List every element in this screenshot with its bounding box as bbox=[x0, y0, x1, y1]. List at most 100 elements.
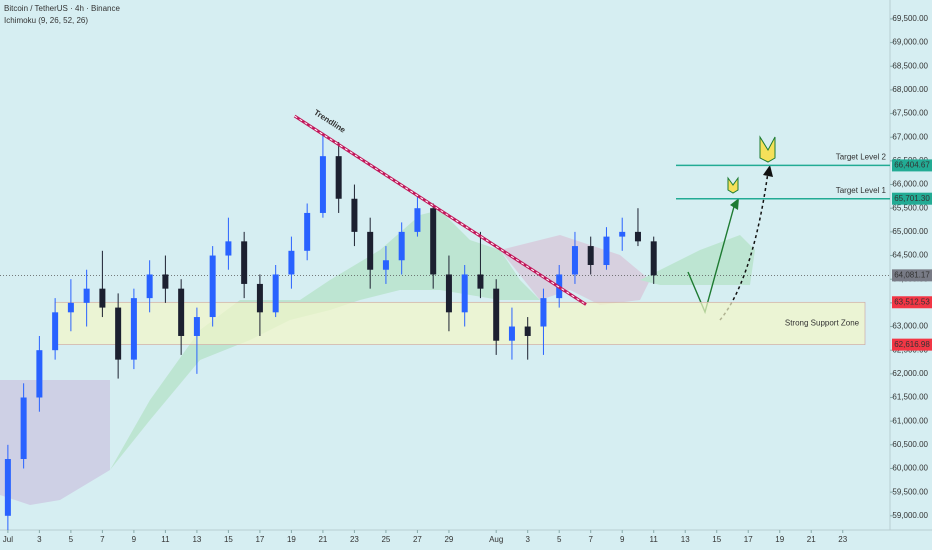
x-tick-label: 7 bbox=[100, 535, 105, 544]
y-tick-label: 68,000.00 bbox=[892, 85, 928, 94]
x-tick-label: 25 bbox=[381, 535, 390, 544]
candle-body bbox=[319, 156, 326, 213]
candle-body bbox=[382, 260, 389, 270]
price-tag bbox=[892, 296, 932, 309]
candle-body bbox=[587, 246, 594, 265]
y-tick-label: 60,000.00 bbox=[892, 464, 928, 473]
candle-body bbox=[508, 326, 515, 341]
candle-body bbox=[351, 198, 358, 232]
x-tick-label: 17 bbox=[255, 535, 264, 544]
y-tick-label: 67,000.00 bbox=[892, 132, 928, 141]
x-tick-label: 5 bbox=[69, 535, 74, 544]
candle-body bbox=[162, 274, 169, 289]
x-tick-label: 5 bbox=[557, 535, 562, 544]
candle-body bbox=[335, 156, 342, 199]
y-tick-label: 64,500.00 bbox=[892, 251, 928, 260]
x-tick-label: 9 bbox=[132, 535, 137, 544]
price-tag-label: 65,701.30 bbox=[894, 194, 930, 203]
x-tick-label: 13 bbox=[681, 535, 690, 544]
y-tick-label: 65,500.00 bbox=[892, 203, 928, 212]
candle-body bbox=[67, 302, 74, 313]
chart-title: Bitcoin / TetherUS · 4h · Binance bbox=[4, 4, 120, 13]
target-label: Target Level 1 bbox=[836, 186, 887, 195]
candle-body bbox=[619, 231, 626, 237]
y-tick-label: 69,500.00 bbox=[892, 14, 928, 23]
x-tick-label: 17 bbox=[744, 535, 753, 544]
x-tick-label: 21 bbox=[318, 535, 327, 544]
candle-body bbox=[36, 350, 43, 398]
y-tick-label: 61,500.00 bbox=[892, 393, 928, 402]
y-tick-label: 59,000.00 bbox=[892, 511, 928, 520]
candle-body bbox=[540, 298, 547, 327]
candle-body bbox=[650, 241, 657, 276]
x-tick-label: 21 bbox=[807, 535, 816, 544]
candle-body bbox=[241, 241, 248, 284]
candle-body bbox=[445, 274, 452, 313]
support-zone bbox=[54, 301, 866, 345]
candle-body bbox=[256, 283, 263, 313]
candle-body bbox=[414, 208, 421, 232]
x-tick-label: 13 bbox=[192, 535, 201, 544]
candle-body bbox=[146, 274, 153, 299]
x-tick-label: 23 bbox=[838, 535, 847, 544]
y-tick-label: 65,000.00 bbox=[892, 227, 928, 236]
y-tick-label: 63,000.00 bbox=[892, 322, 928, 331]
trendline-dash bbox=[294, 115, 587, 305]
x-tick-label: 15 bbox=[224, 535, 233, 544]
indicator-label: Ichimoku (9, 26, 52, 26) bbox=[4, 16, 88, 25]
candle-body bbox=[461, 274, 468, 313]
x-tick-label: 7 bbox=[588, 535, 593, 544]
x-tick-label: 11 bbox=[161, 535, 170, 544]
x-tick-label: 15 bbox=[712, 535, 721, 544]
x-tick-label: 3 bbox=[37, 535, 42, 544]
y-tick-label: 67,500.00 bbox=[892, 109, 928, 118]
price-tag-label: 64,081.17 bbox=[894, 270, 930, 279]
price-tag bbox=[892, 269, 932, 282]
y-tick-label: 59,500.00 bbox=[892, 487, 928, 496]
candle-body bbox=[130, 298, 137, 360]
y-tick-label: 61,000.00 bbox=[892, 416, 928, 425]
price-tag bbox=[892, 338, 932, 351]
x-tick-label: Jul bbox=[3, 535, 13, 544]
candle-body bbox=[193, 317, 200, 336]
candle-body bbox=[83, 288, 90, 303]
candle-body bbox=[20, 397, 27, 460]
y-tick-label: 68,500.00 bbox=[892, 61, 928, 70]
price-tag-label: 63,512.53 bbox=[894, 297, 930, 306]
x-tick-label: 19 bbox=[287, 535, 296, 544]
candle-body bbox=[524, 326, 531, 336]
x-tick-label: Aug bbox=[489, 535, 503, 544]
candle-body bbox=[603, 236, 610, 265]
candle-body bbox=[304, 212, 311, 251]
x-tick-label: 11 bbox=[650, 535, 659, 544]
y-tick-label: 62,000.00 bbox=[892, 369, 928, 378]
candle-body bbox=[571, 246, 578, 275]
candle-body bbox=[225, 241, 232, 256]
candle-body bbox=[430, 208, 437, 275]
candle-body bbox=[493, 288, 500, 341]
candle-body bbox=[272, 274, 279, 313]
candle-body bbox=[398, 231, 405, 261]
price-tag-label: 62,616.98 bbox=[894, 340, 930, 349]
candle-body bbox=[4, 459, 11, 516]
x-tick-label: 23 bbox=[350, 535, 359, 544]
candle-body bbox=[367, 231, 374, 270]
y-tick-label: 69,000.00 bbox=[892, 38, 928, 47]
price-tag bbox=[892, 192, 932, 205]
candle-body bbox=[52, 312, 59, 351]
support-zone-label: Strong Support Zone bbox=[785, 319, 860, 328]
x-tick-label: 3 bbox=[525, 535, 530, 544]
candle-body bbox=[288, 250, 295, 275]
x-tick-label: 29 bbox=[444, 535, 453, 544]
candle-body bbox=[477, 274, 484, 289]
candle-body bbox=[178, 288, 185, 336]
target-label: Target Level 2 bbox=[836, 153, 887, 162]
candle-body bbox=[99, 288, 106, 308]
y-tick-label: 60,500.00 bbox=[892, 440, 928, 449]
candle-body bbox=[634, 231, 641, 242]
price-tag bbox=[892, 159, 932, 172]
y-tick-label: 66,000.00 bbox=[892, 180, 928, 189]
x-tick-label: 19 bbox=[775, 535, 784, 544]
candle-body bbox=[115, 307, 122, 360]
